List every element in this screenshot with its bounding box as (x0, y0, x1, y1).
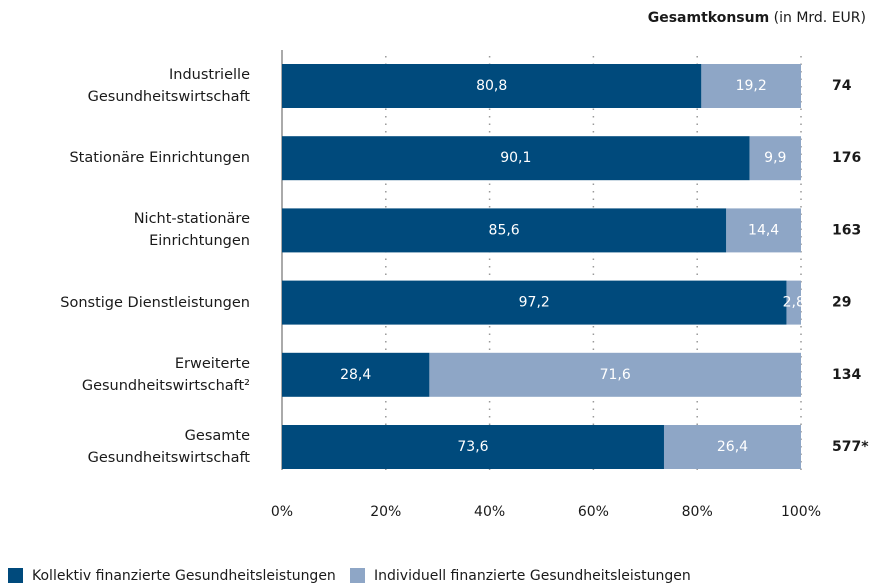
bar-segment (282, 280, 787, 325)
data-label: 26,4 (717, 439, 748, 455)
bar-segment (786, 280, 801, 325)
category-label: Nicht-stationäre Einrichtungen (133, 211, 250, 250)
category-label: Stationäre Einrichtungen (69, 150, 250, 167)
legend-swatch (8, 568, 23, 583)
data-label: 9,9 (764, 150, 786, 166)
bar-segment (663, 425, 801, 469)
total-label: 163 (832, 222, 861, 238)
x-tick-label: 40% (474, 504, 505, 520)
bar-segment (429, 352, 801, 397)
bar-segment (701, 64, 801, 108)
bar-segment (749, 136, 801, 181)
x-tick-label: 20% (370, 504, 401, 520)
data-label: 14,4 (748, 222, 779, 238)
data-label: 19,2 (736, 78, 767, 94)
data-label: 80,8 (476, 78, 507, 94)
bar-segment (282, 64, 702, 108)
x-tick-label: 0% (271, 504, 293, 520)
total-label: 74 (832, 78, 852, 94)
total-label: 29 (832, 295, 851, 311)
bar-segment (726, 208, 801, 253)
x-tick-label: 60% (578, 504, 609, 520)
category-label: Sonstige Dienstleistungen (60, 294, 250, 311)
x-tick-label: 80% (682, 504, 713, 520)
total-label: 577* (832, 439, 869, 455)
totals-title: Gesamtkonsum (648, 10, 769, 26)
total-label: 176 (832, 150, 861, 166)
legend-swatch (350, 568, 365, 583)
bar-segment (282, 352, 430, 397)
data-label: 90,1 (500, 150, 531, 166)
category-label: Gesamte Gesundheitswirtschaft (87, 428, 250, 466)
data-label: 71,6 (600, 367, 631, 383)
x-tick-label: 100% (781, 504, 821, 520)
data-label: 28,4 (340, 367, 371, 383)
data-label: 85,6 (489, 222, 520, 238)
legend-label: Individuell finanzierte Gesundheitsleist… (374, 568, 691, 584)
category-label: Erweiterte Gesundheitswirtschaft² (81, 355, 250, 394)
totals-header: Gesamtkonsum (in Mrd. EUR) (648, 10, 866, 26)
data-label: 73,6 (457, 439, 488, 455)
data-label: 2,8 (783, 295, 805, 311)
bar-segment (282, 208, 727, 253)
total-label: 134 (832, 367, 861, 383)
totals-unit: (in Mrd. EUR) (774, 10, 866, 26)
bar-segment (282, 425, 664, 469)
data-label: 97,2 (519, 295, 550, 311)
bar-segment (282, 136, 750, 181)
legend-label: Kollektiv finanzierte Gesundheitsleistun… (32, 568, 336, 584)
category-label: Industrielle Gesundheitswirtschaft (87, 67, 250, 105)
